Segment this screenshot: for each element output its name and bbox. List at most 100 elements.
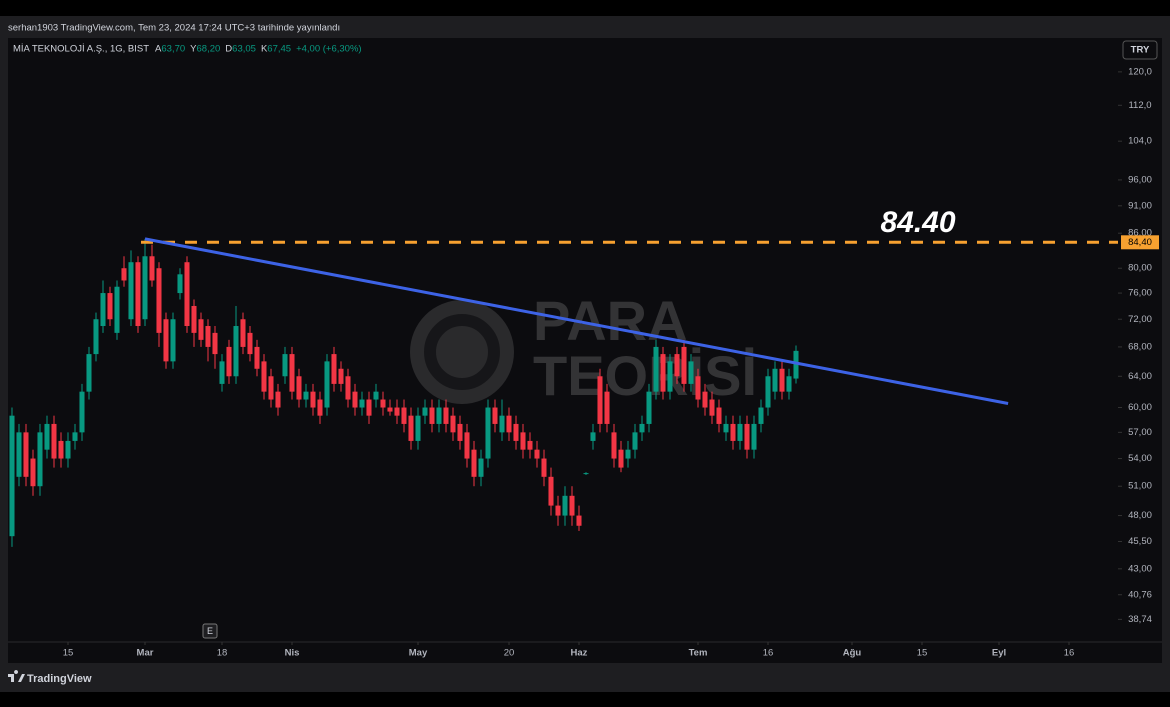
candle-body — [37, 432, 43, 487]
y-tick-label: 96,00 — [1128, 174, 1152, 185]
x-tick-label: 16 — [1064, 648, 1075, 659]
x-tick-label: 15 — [917, 648, 928, 659]
candle-body — [331, 354, 337, 384]
candle-body — [527, 440, 533, 450]
y-tick-label: 86,00 — [1128, 228, 1152, 239]
candle-body — [793, 350, 799, 379]
logo-icon — [8, 670, 25, 682]
candle-body — [303, 391, 309, 400]
y-tick-label: 120,0 — [1128, 66, 1152, 77]
candle-body — [751, 423, 757, 450]
y-tick-label: 48,00 — [1128, 510, 1152, 521]
watermark-text: PARA — [533, 289, 688, 352]
event-badge[interactable] — [202, 623, 218, 639]
candle-body — [93, 319, 99, 355]
legend-value: 63,70 — [161, 44, 185, 55]
candle-body — [716, 407, 722, 424]
candle-body — [737, 423, 743, 441]
candle-body — [261, 361, 267, 392]
candle-body — [317, 399, 323, 416]
y-tick-label: 60,00 — [1128, 402, 1152, 413]
candle-body — [555, 505, 561, 516]
candle-body — [205, 326, 211, 347]
y-tick-label: 76,00 — [1128, 288, 1152, 299]
candle-body — [597, 376, 603, 424]
candle-body — [450, 415, 456, 433]
candle-body — [625, 449, 631, 459]
footer-logo — [8, 670, 25, 682]
candle-body — [149, 256, 155, 281]
candle-body — [324, 361, 330, 408]
candle-body — [744, 423, 750, 450]
candle-body — [604, 391, 610, 424]
candle-body — [632, 432, 638, 450]
candle-body — [51, 423, 57, 459]
candle-body — [177, 274, 183, 294]
x-tick-label: Nis — [285, 648, 300, 659]
candle-body — [548, 476, 554, 506]
candle-body — [23, 432, 29, 477]
candle-body — [247, 332, 253, 355]
watermark-logo — [410, 300, 514, 404]
candle-body — [688, 361, 694, 384]
candle-body — [359, 399, 365, 408]
x-tick-label: May — [409, 648, 428, 659]
candle-body — [457, 423, 463, 441]
currency-badge[interactable] — [1122, 40, 1158, 60]
y-tick-label: 112,0 — [1128, 100, 1151, 111]
candle-body — [646, 391, 652, 424]
published: serhan1903 TradingView.com, Tem 23, 2024… — [8, 23, 340, 34]
x-tick-label: Mar — [137, 648, 154, 659]
candle-body — [121, 268, 127, 281]
candle-body — [387, 407, 393, 412]
candle-body — [184, 262, 190, 327]
candle-body — [569, 495, 575, 516]
candle-body — [779, 368, 785, 392]
candle-body — [212, 332, 218, 355]
event-label: E — [207, 626, 213, 636]
candle-body — [170, 319, 176, 362]
candle-body — [513, 423, 519, 441]
candle-body — [415, 415, 421, 441]
y-tick-label: 38,74 — [1128, 614, 1152, 625]
candle-body — [219, 361, 225, 384]
watermark-logo-ring — [424, 314, 500, 390]
candle-body — [380, 399, 386, 408]
candle-body — [401, 407, 407, 424]
watermark-text: TEORİSİ — [533, 344, 757, 407]
candle-body — [478, 458, 484, 477]
candle-body — [86, 354, 92, 392]
candle-body — [758, 407, 764, 424]
candle-body — [100, 293, 106, 327]
candle-body — [443, 407, 449, 424]
candle-body — [667, 361, 673, 392]
candle-body — [79, 391, 85, 433]
x-tick-label: Eyl — [992, 648, 1006, 659]
candle-body — [709, 399, 715, 416]
candle-body — [128, 262, 134, 320]
candle-body — [583, 473, 589, 475]
candle-body — [520, 432, 526, 450]
candle-body — [471, 449, 477, 477]
candle-body — [282, 354, 288, 377]
candle-body — [163, 319, 169, 362]
candle-body — [723, 423, 729, 433]
y-tick-label: 91,00 — [1128, 200, 1152, 211]
candle-body — [695, 376, 701, 400]
candle-body — [765, 376, 771, 408]
candle-body — [429, 407, 435, 424]
candle-body — [499, 415, 505, 433]
candle-body — [492, 407, 498, 424]
y-tick-label: 54,00 — [1128, 453, 1152, 464]
candle-body — [653, 346, 659, 392]
candle-body — [394, 407, 400, 416]
candle-body — [366, 399, 372, 416]
candle-body — [240, 319, 246, 347]
candle-body — [408, 415, 414, 441]
legend-value: 67,45 — [267, 44, 291, 55]
legend-key: Y — [190, 44, 197, 55]
candle-body — [674, 354, 680, 377]
candle-body — [233, 326, 239, 377]
x-tick-label: 18 — [217, 648, 228, 659]
